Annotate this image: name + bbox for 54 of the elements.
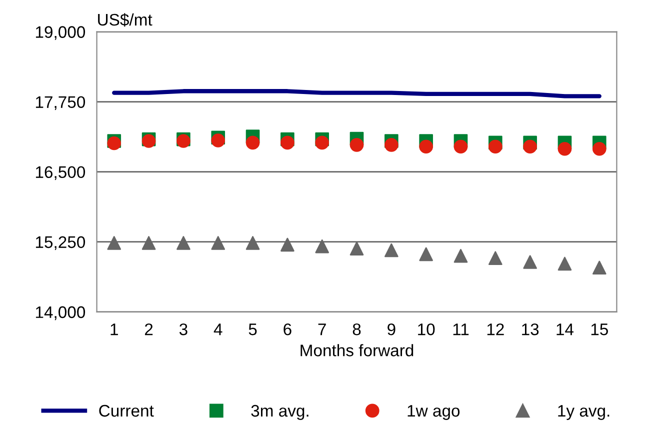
- point: [454, 248, 468, 263]
- point: [350, 138, 364, 152]
- x-tick-label: 13: [522, 323, 539, 336]
- point: [384, 243, 398, 258]
- y-tick-label: 16,500: [36, 166, 86, 180]
- x-tick-label: 4: [214, 324, 222, 336]
- point: [315, 136, 329, 150]
- y-tick-label: 19,000: [36, 26, 86, 40]
- x-tick-label: 1: [110, 324, 118, 336]
- point: [419, 140, 433, 154]
- x-tick-label: 3: [179, 323, 188, 336]
- point: [107, 236, 122, 250]
- y-tick-label: 15,250: [36, 236, 86, 250]
- legend-label: 1w ago: [408, 405, 460, 420]
- legend-label: Current: [99, 404, 154, 417]
- point: [107, 136, 122, 150]
- point: [280, 238, 294, 252]
- x-tick-label: 6: [284, 323, 292, 336]
- y-axis-title: US$/mt: [98, 13, 152, 27]
- point: [246, 136, 260, 150]
- point: [523, 255, 537, 269]
- point: [315, 239, 329, 254]
- point: [592, 142, 606, 156]
- point: [246, 236, 260, 250]
- x-axis-title: Months forward: [300, 344, 414, 356]
- point: [488, 140, 502, 154]
- legend-label: 1y avg.: [558, 405, 610, 420]
- point: [211, 236, 226, 250]
- point: [280, 136, 294, 150]
- point: [592, 260, 606, 275]
- point: [142, 236, 156, 250]
- legend-label: 3m avg.: [251, 404, 308, 420]
- point: [384, 138, 398, 152]
- y-tick-label: 17,750: [36, 96, 86, 110]
- point: [176, 236, 190, 250]
- point: [350, 242, 364, 256]
- point: [419, 247, 433, 262]
- point: [488, 251, 502, 266]
- point: [558, 256, 572, 271]
- point: [211, 134, 226, 148]
- y-tick-label: 14,000: [36, 306, 86, 320]
- x-tick-label: 12: [487, 323, 504, 336]
- point: [558, 142, 572, 156]
- x-tick-label: 8: [352, 323, 361, 336]
- x-tick-label: 10: [418, 323, 435, 336]
- x-tick-label: 15: [591, 324, 608, 336]
- x-tick-label: 11: [453, 324, 469, 336]
- point: [523, 140, 537, 154]
- x-tick-label: 14: [556, 324, 574, 336]
- x-tick-label: 2: [144, 323, 153, 336]
- x-tick-label: 9: [388, 323, 396, 336]
- x-tick-label: 5: [248, 324, 257, 336]
- point: [454, 140, 468, 154]
- x-tick-label: 7: [318, 324, 326, 336]
